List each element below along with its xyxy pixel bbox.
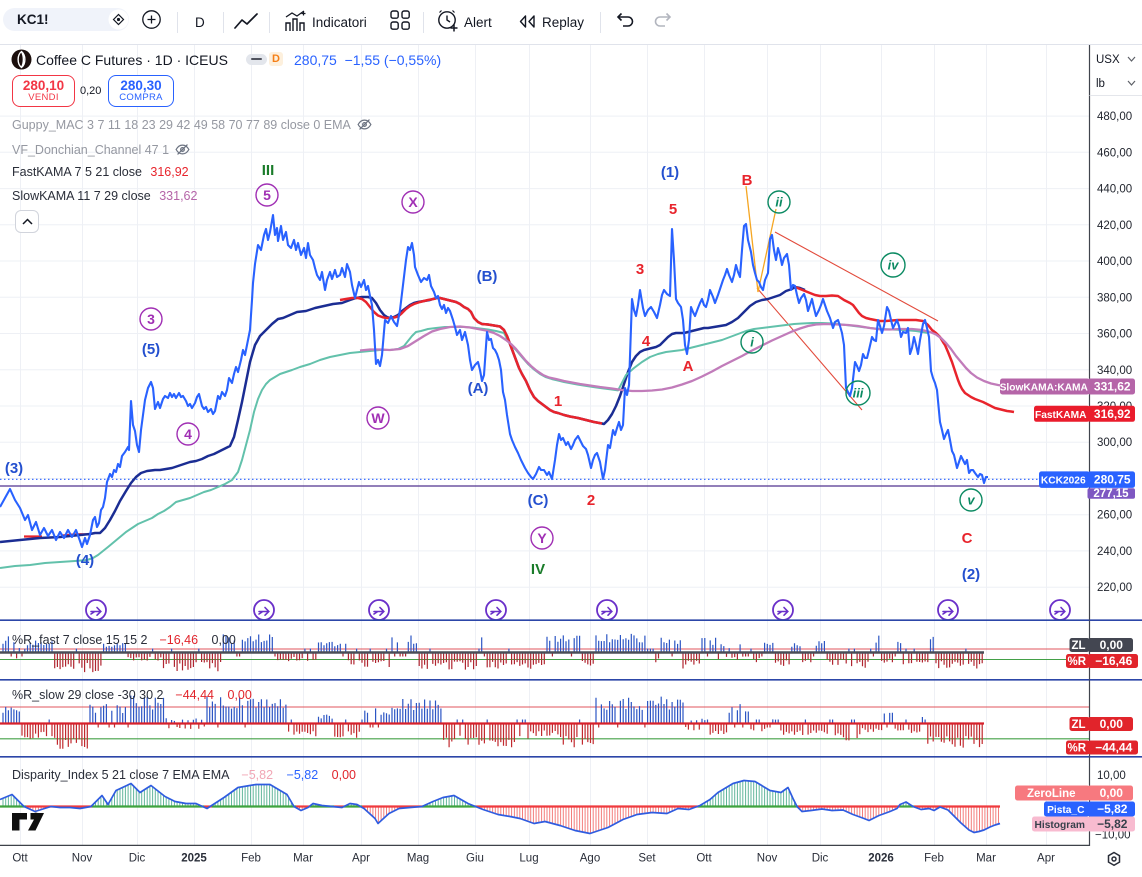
svg-text:Dic: Dic xyxy=(129,853,146,865)
svg-text:240,00: 240,00 xyxy=(1097,546,1132,558)
svg-text:3: 3 xyxy=(147,311,155,327)
svg-text:4: 4 xyxy=(184,426,192,442)
svg-text:X: X xyxy=(408,194,418,210)
svg-text:Mag: Mag xyxy=(407,853,429,865)
svg-text:W: W xyxy=(371,410,385,426)
svg-text:ZL: ZL xyxy=(1071,719,1085,731)
svg-text:Apr: Apr xyxy=(352,853,370,865)
svg-text:2025: 2025 xyxy=(181,853,207,865)
svg-text:Lug: Lug xyxy=(519,853,538,865)
svg-text:4: 4 xyxy=(642,333,651,350)
svg-text:0,00: 0,00 xyxy=(1100,717,1124,731)
svg-text:ZeroLine: ZeroLine xyxy=(1027,788,1076,800)
svg-text:5: 5 xyxy=(669,201,677,218)
svg-text:C: C xyxy=(962,530,973,547)
svg-text:10,00: 10,00 xyxy=(1097,770,1126,782)
svg-text:331,62: 331,62 xyxy=(1094,380,1131,394)
svg-text:440,00: 440,00 xyxy=(1097,184,1132,196)
svg-text:340,00: 340,00 xyxy=(1097,365,1132,377)
svg-text:1: 1 xyxy=(554,393,562,410)
svg-text:280,75: 280,75 xyxy=(1094,473,1131,487)
svg-text:(3): (3) xyxy=(5,460,23,477)
svg-text:480,00: 480,00 xyxy=(1097,111,1132,123)
svg-text:460,00: 460,00 xyxy=(1097,147,1132,159)
svg-text:Y: Y xyxy=(537,530,547,546)
svg-text:Set: Set xyxy=(638,853,656,865)
svg-text:0,00: 0,00 xyxy=(1100,638,1124,652)
svg-text:ZL: ZL xyxy=(1071,640,1085,652)
svg-text:lb: lb xyxy=(1096,78,1105,90)
svg-text:%R: %R xyxy=(1067,743,1086,755)
svg-text:380,00: 380,00 xyxy=(1097,292,1132,304)
svg-text:−16,46: −16,46 xyxy=(1095,654,1132,668)
svg-text:277,15: 277,15 xyxy=(1093,488,1129,500)
svg-text:Apr: Apr xyxy=(1037,853,1055,865)
svg-text:2: 2 xyxy=(587,492,595,509)
svg-text:5: 5 xyxy=(263,187,271,203)
svg-text:Feb: Feb xyxy=(241,853,261,865)
svg-text:2026: 2026 xyxy=(868,853,894,865)
svg-text:(A): (A) xyxy=(468,380,489,397)
svg-text:%R: %R xyxy=(1067,656,1086,668)
svg-text:iii: iii xyxy=(853,386,864,401)
svg-text:(2): (2) xyxy=(962,566,980,583)
svg-text:360,00: 360,00 xyxy=(1097,329,1132,341)
svg-text:iv: iv xyxy=(888,258,900,273)
svg-text:0,00: 0,00 xyxy=(1100,786,1124,800)
svg-text:USX: USX xyxy=(1096,54,1120,66)
svg-text:300,00: 300,00 xyxy=(1097,437,1132,449)
svg-text:Ott: Ott xyxy=(696,853,712,865)
svg-text:Feb: Feb xyxy=(924,853,944,865)
svg-text:(4): (4) xyxy=(76,552,94,569)
svg-text:Mar: Mar xyxy=(976,853,996,865)
svg-text:260,00: 260,00 xyxy=(1097,510,1132,522)
svg-text:ii: ii xyxy=(775,195,783,210)
svg-text:(B): (B) xyxy=(477,268,498,285)
svg-text:Pista_C: Pista_C xyxy=(1047,805,1085,816)
svg-text:−10,00: −10,00 xyxy=(1095,830,1131,842)
svg-text:−5,82: −5,82 xyxy=(1097,817,1128,831)
svg-text:−5,82: −5,82 xyxy=(1097,802,1128,816)
svg-text:−44,44: −44,44 xyxy=(1095,741,1132,755)
svg-text:SlowKAMA:KAMA: SlowKAMA:KAMA xyxy=(1000,383,1089,394)
svg-text:Giu: Giu xyxy=(466,853,484,865)
svg-text:(1): (1) xyxy=(661,164,679,181)
svg-text:v: v xyxy=(967,493,975,508)
svg-text:(5): (5) xyxy=(142,341,160,358)
svg-text:Ott: Ott xyxy=(12,853,28,865)
svg-text:420,00: 420,00 xyxy=(1097,220,1132,232)
svg-text:316,92: 316,92 xyxy=(1094,407,1131,421)
svg-text:FastKAMA: FastKAMA xyxy=(1035,410,1087,421)
svg-text:400,00: 400,00 xyxy=(1097,256,1132,268)
svg-text:KCK2026: KCK2026 xyxy=(1041,476,1086,487)
svg-text:Nov: Nov xyxy=(72,853,93,865)
svg-text:A: A xyxy=(683,358,694,375)
svg-text:Mar: Mar xyxy=(293,853,313,865)
svg-text:Histogram: Histogram xyxy=(1035,820,1085,831)
svg-text:Nov: Nov xyxy=(757,853,778,865)
svg-text:i: i xyxy=(750,335,754,350)
svg-text:III: III xyxy=(262,162,275,179)
svg-text:B: B xyxy=(742,172,753,189)
svg-text:(C): (C) xyxy=(528,492,549,509)
svg-text:Dic: Dic xyxy=(812,853,829,865)
svg-text:Ago: Ago xyxy=(580,853,600,865)
svg-text:220,00: 220,00 xyxy=(1097,582,1132,594)
svg-text:IV: IV xyxy=(531,561,545,578)
svg-text:3: 3 xyxy=(636,261,644,278)
